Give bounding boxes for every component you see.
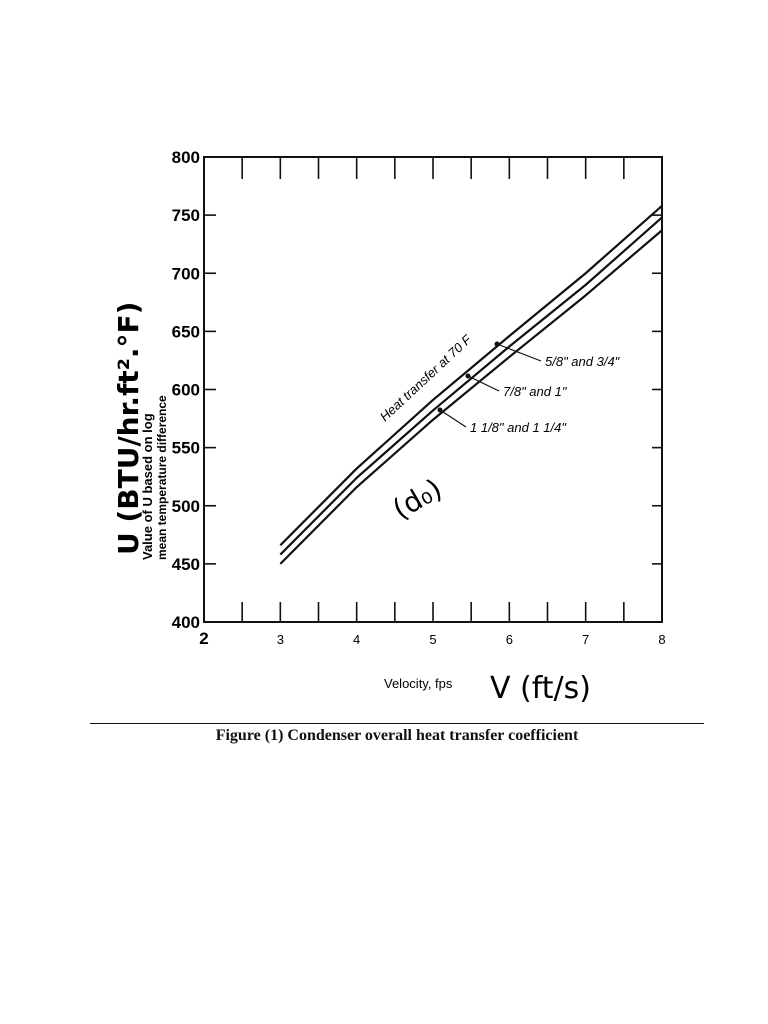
series-leader-dot [494,341,500,347]
series-leader-line [467,375,500,392]
series-line [279,216,663,556]
series-layer [279,205,663,565]
x-axis-handwritten-label: V (ft/s) [490,671,591,706]
plot-frame [203,156,663,623]
y-tick-label: 450 [172,555,200,574]
x-tick-label: 8 [658,632,665,647]
x-tick-label: 5 [429,632,436,647]
series-leader-line [496,343,542,362]
figure-caption: Figure (1) Condenser overall heat transf… [215,727,579,744]
caption-rule [90,723,704,724]
series-label: 5/8" and 3/4" [545,354,621,369]
y-tick-label: 550 [172,439,200,458]
y-tick-label: 650 [172,322,200,341]
y-axis-handwritten-label: U (BTU/hr.ft².°F) [112,302,145,555]
x-axis-label: Velocity, fps [384,676,453,691]
y-tick-label: 750 [172,206,200,225]
series-leader-dot [465,373,471,379]
x-tick-label: 6 [506,632,513,647]
y-axis-label-line1: Value of U based on log [140,413,155,560]
x-tick-label: 7 [582,632,589,647]
series-label: 7/8" and 1" [503,384,568,399]
y-tick-label: 600 [172,381,200,400]
series-leader-dot [437,407,443,413]
series-leader-line [439,409,467,428]
series-line [279,205,663,547]
series-label: 1 1/8" and 1 1/4" [470,420,567,435]
x-tick-label: 4 [353,632,360,647]
y-tick-label: 400 [172,613,200,632]
y-axis-label-line2: mean temperature difference [155,395,169,560]
y-tick-label: 800 [172,148,200,167]
series-line [279,229,663,565]
x-tick-label: 3 [277,632,284,647]
ticks-layer [203,156,663,623]
y-tick-label: 700 [172,264,200,283]
x-tick-label: 2 [199,629,208,648]
handwritten-annotation: (d₀) [387,472,448,526]
labels-layer: 2 3 4 5 6 7 8 400 450 500 550 600 650 700 750 800 5/8" a… [172,148,666,648]
y-tick-label: 500 [172,497,200,516]
